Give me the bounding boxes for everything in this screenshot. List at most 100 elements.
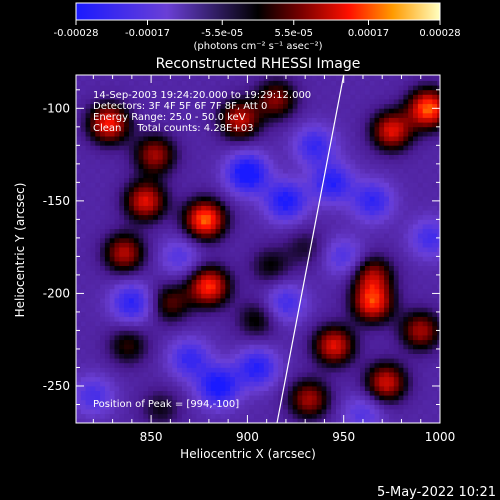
heatmap-cell bbox=[225, 339, 231, 345]
heatmap-cell bbox=[384, 140, 390, 146]
heatmap-cell bbox=[297, 154, 303, 160]
heatmap-cell bbox=[336, 367, 342, 373]
heatmap-cell bbox=[109, 94, 115, 100]
heatmap-cell bbox=[90, 163, 96, 169]
heatmap-cell bbox=[345, 228, 351, 234]
heatmap-cell bbox=[167, 386, 173, 391]
heatmap-cell bbox=[345, 242, 351, 248]
heatmap-cell bbox=[95, 75, 101, 77]
heatmap-cell bbox=[360, 247, 366, 253]
heatmap-cell bbox=[263, 335, 269, 341]
heatmap-cell bbox=[95, 335, 101, 341]
heatmap-cell bbox=[124, 409, 130, 415]
heatmap-cell bbox=[283, 288, 289, 294]
heatmap-cell bbox=[172, 409, 178, 415]
heatmap-cell bbox=[364, 413, 371, 419]
heatmap-cell bbox=[85, 224, 91, 229]
heatmap-cell bbox=[331, 173, 337, 179]
heatmap-cell bbox=[254, 173, 260, 179]
heatmap-cell bbox=[244, 399, 250, 405]
heatmap-cell bbox=[331, 279, 337, 285]
heatmap-cell bbox=[220, 381, 226, 387]
heatmap-cell bbox=[316, 75, 322, 81]
heatmap-cell bbox=[345, 386, 351, 391]
heatmap-cell bbox=[369, 136, 375, 142]
heatmap-cell bbox=[76, 200, 82, 206]
heatmap-cell bbox=[350, 214, 356, 220]
heatmap-cell bbox=[104, 358, 111, 364]
heatmap-cell bbox=[278, 89, 284, 95]
heatmap-cell bbox=[167, 228, 173, 234]
heatmap-cell bbox=[331, 163, 337, 169]
heatmap-cell bbox=[316, 224, 322, 229]
heatmap-cell bbox=[379, 307, 385, 313]
heatmap-cell bbox=[287, 367, 294, 373]
heatmap-cell bbox=[119, 344, 125, 350]
heatmap-cell bbox=[114, 302, 120, 308]
heatmap-cell bbox=[384, 293, 390, 299]
heatmap-cell bbox=[104, 89, 111, 95]
heatmap-cell bbox=[360, 159, 366, 165]
heatmap-cell bbox=[287, 214, 294, 220]
heatmap-cell bbox=[321, 233, 327, 239]
heatmap-cell bbox=[360, 298, 366, 304]
heatmap-cell bbox=[124, 316, 130, 322]
heatmap-cell bbox=[162, 399, 168, 405]
heatmap-cell bbox=[225, 219, 231, 225]
heatmap-cell bbox=[129, 112, 135, 118]
heatmap-cell bbox=[297, 270, 303, 276]
heatmap-cell bbox=[191, 112, 197, 118]
heatmap-cell bbox=[316, 131, 322, 137]
heatmap-cell bbox=[287, 307, 294, 313]
heatmap-cell bbox=[292, 418, 298, 423]
heatmap-cell bbox=[124, 177, 130, 183]
heatmap-cell bbox=[85, 112, 91, 118]
heatmap-cell bbox=[157, 349, 164, 354]
heatmap-cell bbox=[311, 228, 318, 234]
heatmap-cell bbox=[186, 173, 192, 179]
heatmap-cell bbox=[167, 307, 173, 313]
heatmap-cell bbox=[254, 353, 260, 359]
heatmap-cell bbox=[297, 274, 303, 280]
heatmap-cell bbox=[167, 210, 173, 216]
heatmap-cell bbox=[374, 330, 380, 336]
heatmap-cell bbox=[350, 159, 356, 165]
heatmap-cell bbox=[138, 279, 144, 285]
heatmap-cell bbox=[360, 353, 366, 359]
heatmap-cell bbox=[355, 89, 361, 95]
heatmap-cell bbox=[244, 145, 250, 151]
heatmap-cell bbox=[384, 75, 390, 77]
heatmap-cell bbox=[283, 150, 289, 155]
heatmap-cell bbox=[384, 284, 390, 290]
heatmap-cell bbox=[369, 99, 375, 105]
heatmap-cell bbox=[215, 261, 221, 266]
heatmap-cell bbox=[283, 367, 289, 373]
heatmap-cell bbox=[76, 117, 82, 123]
heatmap-cell bbox=[124, 386, 130, 391]
heatmap-cell bbox=[114, 205, 120, 211]
heatmap-cell bbox=[307, 219, 313, 225]
heatmap-cell bbox=[157, 94, 164, 100]
heatmap-cell bbox=[263, 376, 269, 382]
heatmap-cell bbox=[148, 335, 154, 341]
heatmap-cell bbox=[379, 251, 385, 257]
heatmap-cell bbox=[326, 94, 332, 100]
heatmap-cell bbox=[254, 187, 260, 192]
heatmap-cell bbox=[297, 85, 303, 91]
heatmap-cell bbox=[206, 112, 212, 118]
heatmap-cell bbox=[326, 386, 332, 391]
heatmap-cell bbox=[186, 307, 192, 313]
heatmap-cell bbox=[360, 362, 366, 368]
heatmap-cell bbox=[100, 140, 106, 146]
heatmap-cell bbox=[153, 237, 159, 243]
heatmap-cell bbox=[273, 418, 279, 423]
heatmap-cell bbox=[244, 321, 250, 327]
heatmap-cell bbox=[148, 80, 154, 86]
heatmap-cell bbox=[162, 265, 168, 271]
heatmap-cell bbox=[384, 353, 390, 359]
heatmap-cell bbox=[210, 362, 216, 368]
heatmap-cell bbox=[374, 376, 380, 382]
heatmap-cell bbox=[321, 136, 327, 142]
heatmap-cell bbox=[379, 288, 385, 294]
heatmap-cell bbox=[181, 256, 188, 262]
